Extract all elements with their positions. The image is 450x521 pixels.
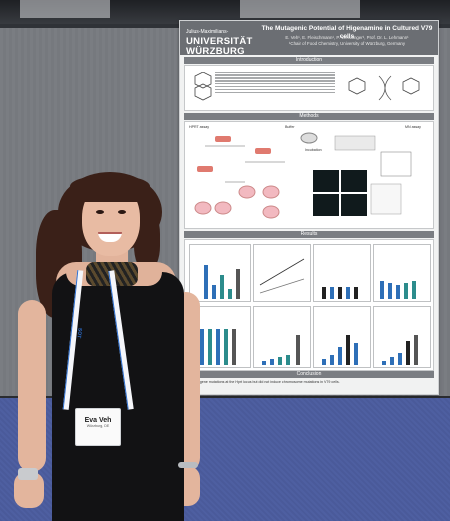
wristwatch [18, 468, 38, 480]
logo-top-text: Julius-Maximilians- [186, 29, 229, 35]
results-line-chart [253, 244, 311, 302]
results-chart [373, 306, 431, 368]
results-chart [373, 244, 431, 302]
poster-authors: E. Veh¹, E. Fleischmann¹, P. Weissinger¹… [260, 35, 434, 47]
university-logo: Julius-Maximilians- UNIVERSITÄT WÜRZBURG [186, 27, 253, 57]
method-label-mn: MN assay [405, 125, 421, 129]
section-introduction: Introduction [184, 57, 434, 64]
micrograph-cells [341, 194, 367, 216]
left-arm [18, 300, 46, 472]
introduction-text [215, 70, 335, 106]
micrograph-cells [313, 194, 339, 216]
dna-quinone-diagram-icon [348, 75, 420, 101]
results-chart [313, 244, 371, 302]
introduction-box [184, 65, 434, 111]
logo-main-text: UNIVERSITÄT WÜRZBURG [186, 36, 253, 57]
method-label-incubation: Incubation [305, 148, 322, 152]
methods-flow-diagram [194, 132, 412, 219]
smile [98, 232, 122, 242]
research-poster: Julius-Maximilians- UNIVERSITÄT WÜRZBURG… [179, 20, 439, 395]
left-eye [96, 210, 104, 214]
results-chart [189, 244, 251, 302]
bangs [70, 176, 150, 202]
name-badge: Eva Veh Würzburg, DE [75, 408, 121, 446]
ceiling-light [20, 0, 110, 18]
method-label-buffer: Buffer [285, 125, 295, 129]
chemical-structure-icon [194, 72, 212, 101]
ceiling-light [240, 0, 360, 18]
right-eye [118, 210, 126, 214]
author-list: E. Veh¹, E. Fleischmann¹, P. Weissinger¹… [285, 35, 409, 40]
conclusion-text: Induced gene mutations at the Hprt locus… [186, 380, 340, 384]
section-conclusion: Conclusion [184, 371, 434, 378]
lanyard-print: SOT [75, 327, 83, 339]
poster-header: Julius-Maximilians- UNIVERSITÄT WÜRZBURG… [180, 21, 438, 57]
affiliation-line: ¹Chair of Food Chemistry, University of … [288, 41, 406, 46]
badge-affiliation: Würzburg, DE [86, 424, 110, 428]
section-methods: Methods [184, 113, 434, 120]
micrograph-cells [341, 170, 367, 192]
bracelet [178, 462, 198, 468]
badge-name: Eva Veh [84, 417, 112, 424]
methods-box: HPRT assay Buffer Incubation MN assay [184, 121, 434, 229]
micrograph-cells [313, 170, 339, 192]
results-box [184, 239, 434, 371]
results-chart [253, 306, 311, 368]
method-label-hprt: HPRT assay [189, 125, 210, 129]
results-chart [313, 306, 371, 368]
poster-title: The Mutagenic Potential of Higenamine in… [261, 25, 433, 40]
section-results: Results [184, 231, 434, 238]
